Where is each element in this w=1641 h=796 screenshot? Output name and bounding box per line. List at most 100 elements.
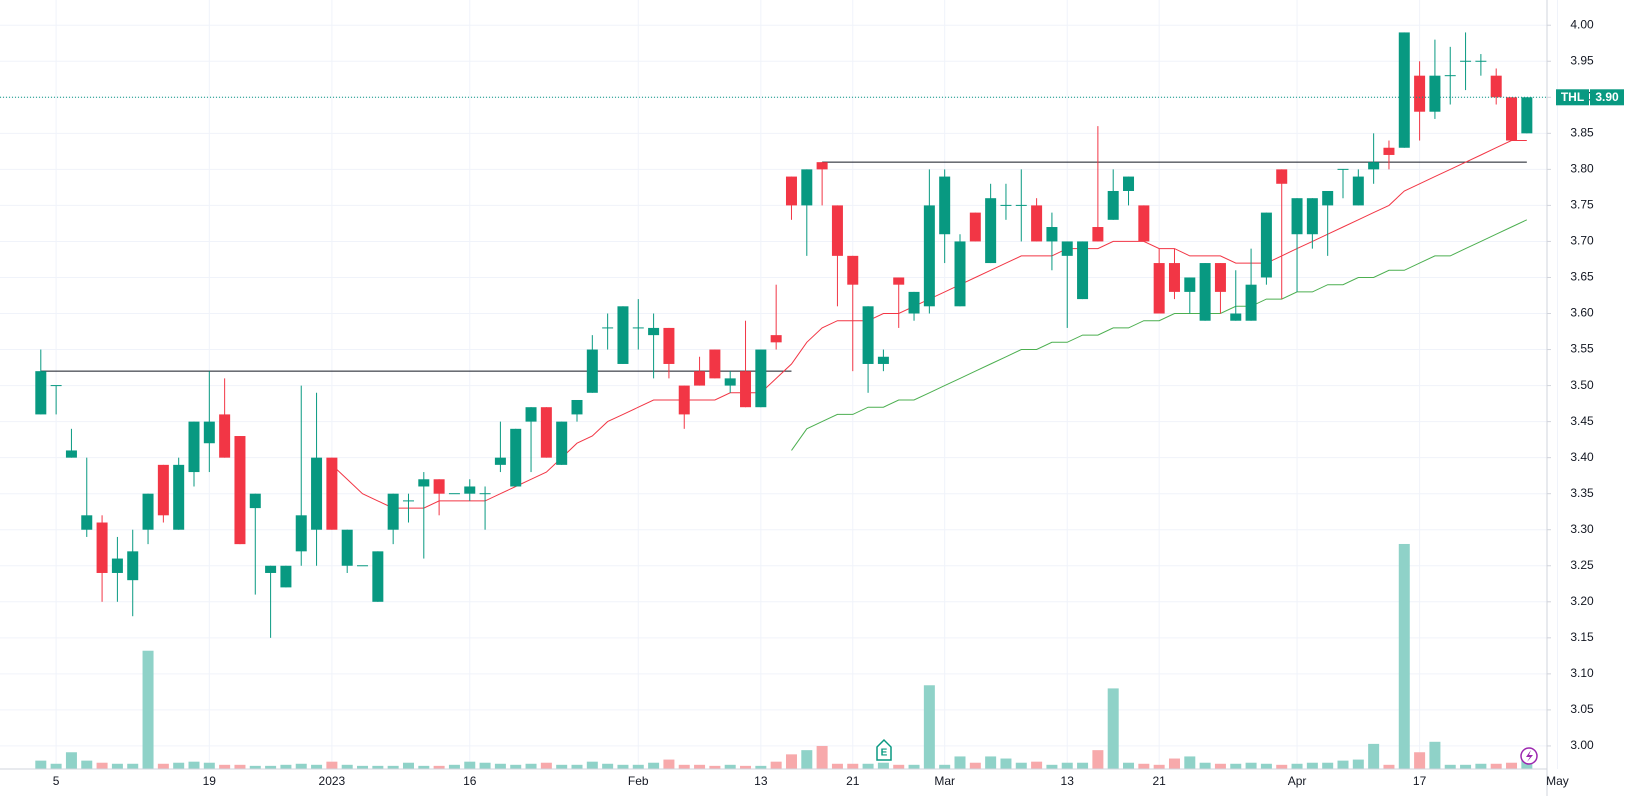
volume-bar: [1123, 762, 1135, 769]
volume-bar: [1184, 756, 1196, 769]
y-tick-label: 3.80: [1570, 162, 1594, 176]
candle-body: [50, 385, 62, 387]
volume-bar: [219, 764, 231, 769]
last-price-label: 3.90: [1595, 90, 1619, 104]
candle-body: [1368, 162, 1380, 170]
candle-body: [586, 349, 598, 393]
candle-body: [1077, 241, 1089, 300]
candle-body: [1337, 168, 1349, 170]
y-tick-label: 3.30: [1570, 522, 1594, 536]
candle-body: [862, 306, 874, 364]
volume-bar: [770, 761, 782, 769]
volume-bar: [969, 762, 981, 769]
candle-body: [1276, 169, 1288, 184]
volume-bar: [985, 756, 997, 769]
volume-bar: [1291, 763, 1303, 769]
candle-body: [540, 407, 552, 458]
volume-bar: [1199, 762, 1211, 769]
volume-bar: [1475, 763, 1487, 769]
volume-bar: [540, 762, 552, 769]
volume-bar: [632, 764, 644, 769]
candle-body: [418, 479, 430, 487]
volume-bar: [1138, 763, 1150, 769]
volume-bar: [249, 765, 261, 769]
candle-body: [663, 327, 675, 364]
volume-bar: [433, 765, 445, 769]
y-tick-label: 3.20: [1570, 594, 1594, 608]
volume-bar: [1337, 760, 1349, 769]
volume-bar: [402, 762, 414, 769]
y-tick-label: 3.00: [1570, 738, 1594, 752]
volume-bar: [586, 761, 598, 769]
volume-bar: [1444, 764, 1456, 769]
volume-bar: [831, 763, 843, 769]
candle-body: [1460, 60, 1472, 62]
candle-body: [1398, 32, 1410, 148]
volume-bar: [1460, 764, 1472, 769]
candle-body: [923, 205, 935, 307]
y-tick-label: 3.65: [1570, 270, 1594, 284]
volume-bar: [81, 760, 93, 769]
candle-body: [1383, 147, 1395, 155]
candle-body: [341, 529, 353, 566]
candle-body: [127, 551, 139, 581]
volume-bar: [694, 764, 706, 769]
candle-body: [203, 421, 215, 444]
candle-body: [678, 385, 690, 415]
volume-bar: [111, 763, 123, 769]
candle-body: [510, 428, 522, 487]
candle-body: [985, 198, 997, 264]
candle-body: [1521, 97, 1533, 134]
candle-body: [1123, 176, 1135, 191]
candle-body: [372, 551, 384, 602]
volume-bar: [1015, 762, 1027, 769]
candle-body: [816, 162, 828, 170]
x-tick-label: Apr: [1288, 774, 1307, 788]
candle-body: [65, 450, 77, 458]
price-pane: [0, 32, 1547, 638]
volume-bar: [464, 761, 476, 769]
y-tick-label: 3.75: [1570, 198, 1594, 212]
volume-bar: [1398, 543, 1410, 769]
volume-bar: [525, 763, 537, 769]
candle-body: [556, 421, 568, 465]
earnings-icon[interactable]: E: [876, 738, 892, 761]
candle-body: [1429, 75, 1441, 112]
candle-body: [908, 291, 920, 314]
y-tick-label: 3.70: [1570, 234, 1594, 248]
volume-bar: [893, 764, 905, 769]
volume-bar: [127, 763, 139, 769]
x-tick-label: Mar: [934, 774, 955, 788]
volume-bar: [847, 763, 859, 769]
x-tick-label: Feb: [628, 774, 649, 788]
volume-bar: [556, 764, 568, 769]
candle-body: [81, 515, 93, 530]
volume-bar: [785, 754, 797, 769]
candle-body: [1306, 198, 1318, 235]
candle-body: [1230, 313, 1242, 321]
candle-body: [1184, 277, 1196, 292]
volume-bar: [96, 762, 108, 769]
price-badge: [1590, 89, 1624, 106]
y-tick-label: 3.10: [1570, 666, 1594, 680]
volume-bar: [280, 764, 292, 769]
candle-body: [142, 493, 154, 530]
volume-bar: [448, 764, 460, 769]
volume-bar: [479, 762, 491, 769]
y-tick-label: 3.45: [1570, 414, 1594, 428]
volume-bar: [494, 763, 506, 769]
dividends-icon[interactable]: [1520, 747, 1538, 765]
volume-pane: [35, 543, 1533, 769]
volume-bar: [954, 756, 966, 769]
volume-bar: [1306, 762, 1318, 769]
candle-body: [96, 522, 108, 573]
candle-body: [234, 436, 246, 545]
candle-body: [571, 399, 583, 415]
candle-body: [402, 500, 414, 502]
volume-bar: [142, 650, 154, 769]
candle-body: [1322, 190, 1334, 206]
candle-body: [188, 421, 200, 473]
y-tick-label: 3.25: [1570, 558, 1594, 572]
volume-bar: [203, 762, 215, 769]
